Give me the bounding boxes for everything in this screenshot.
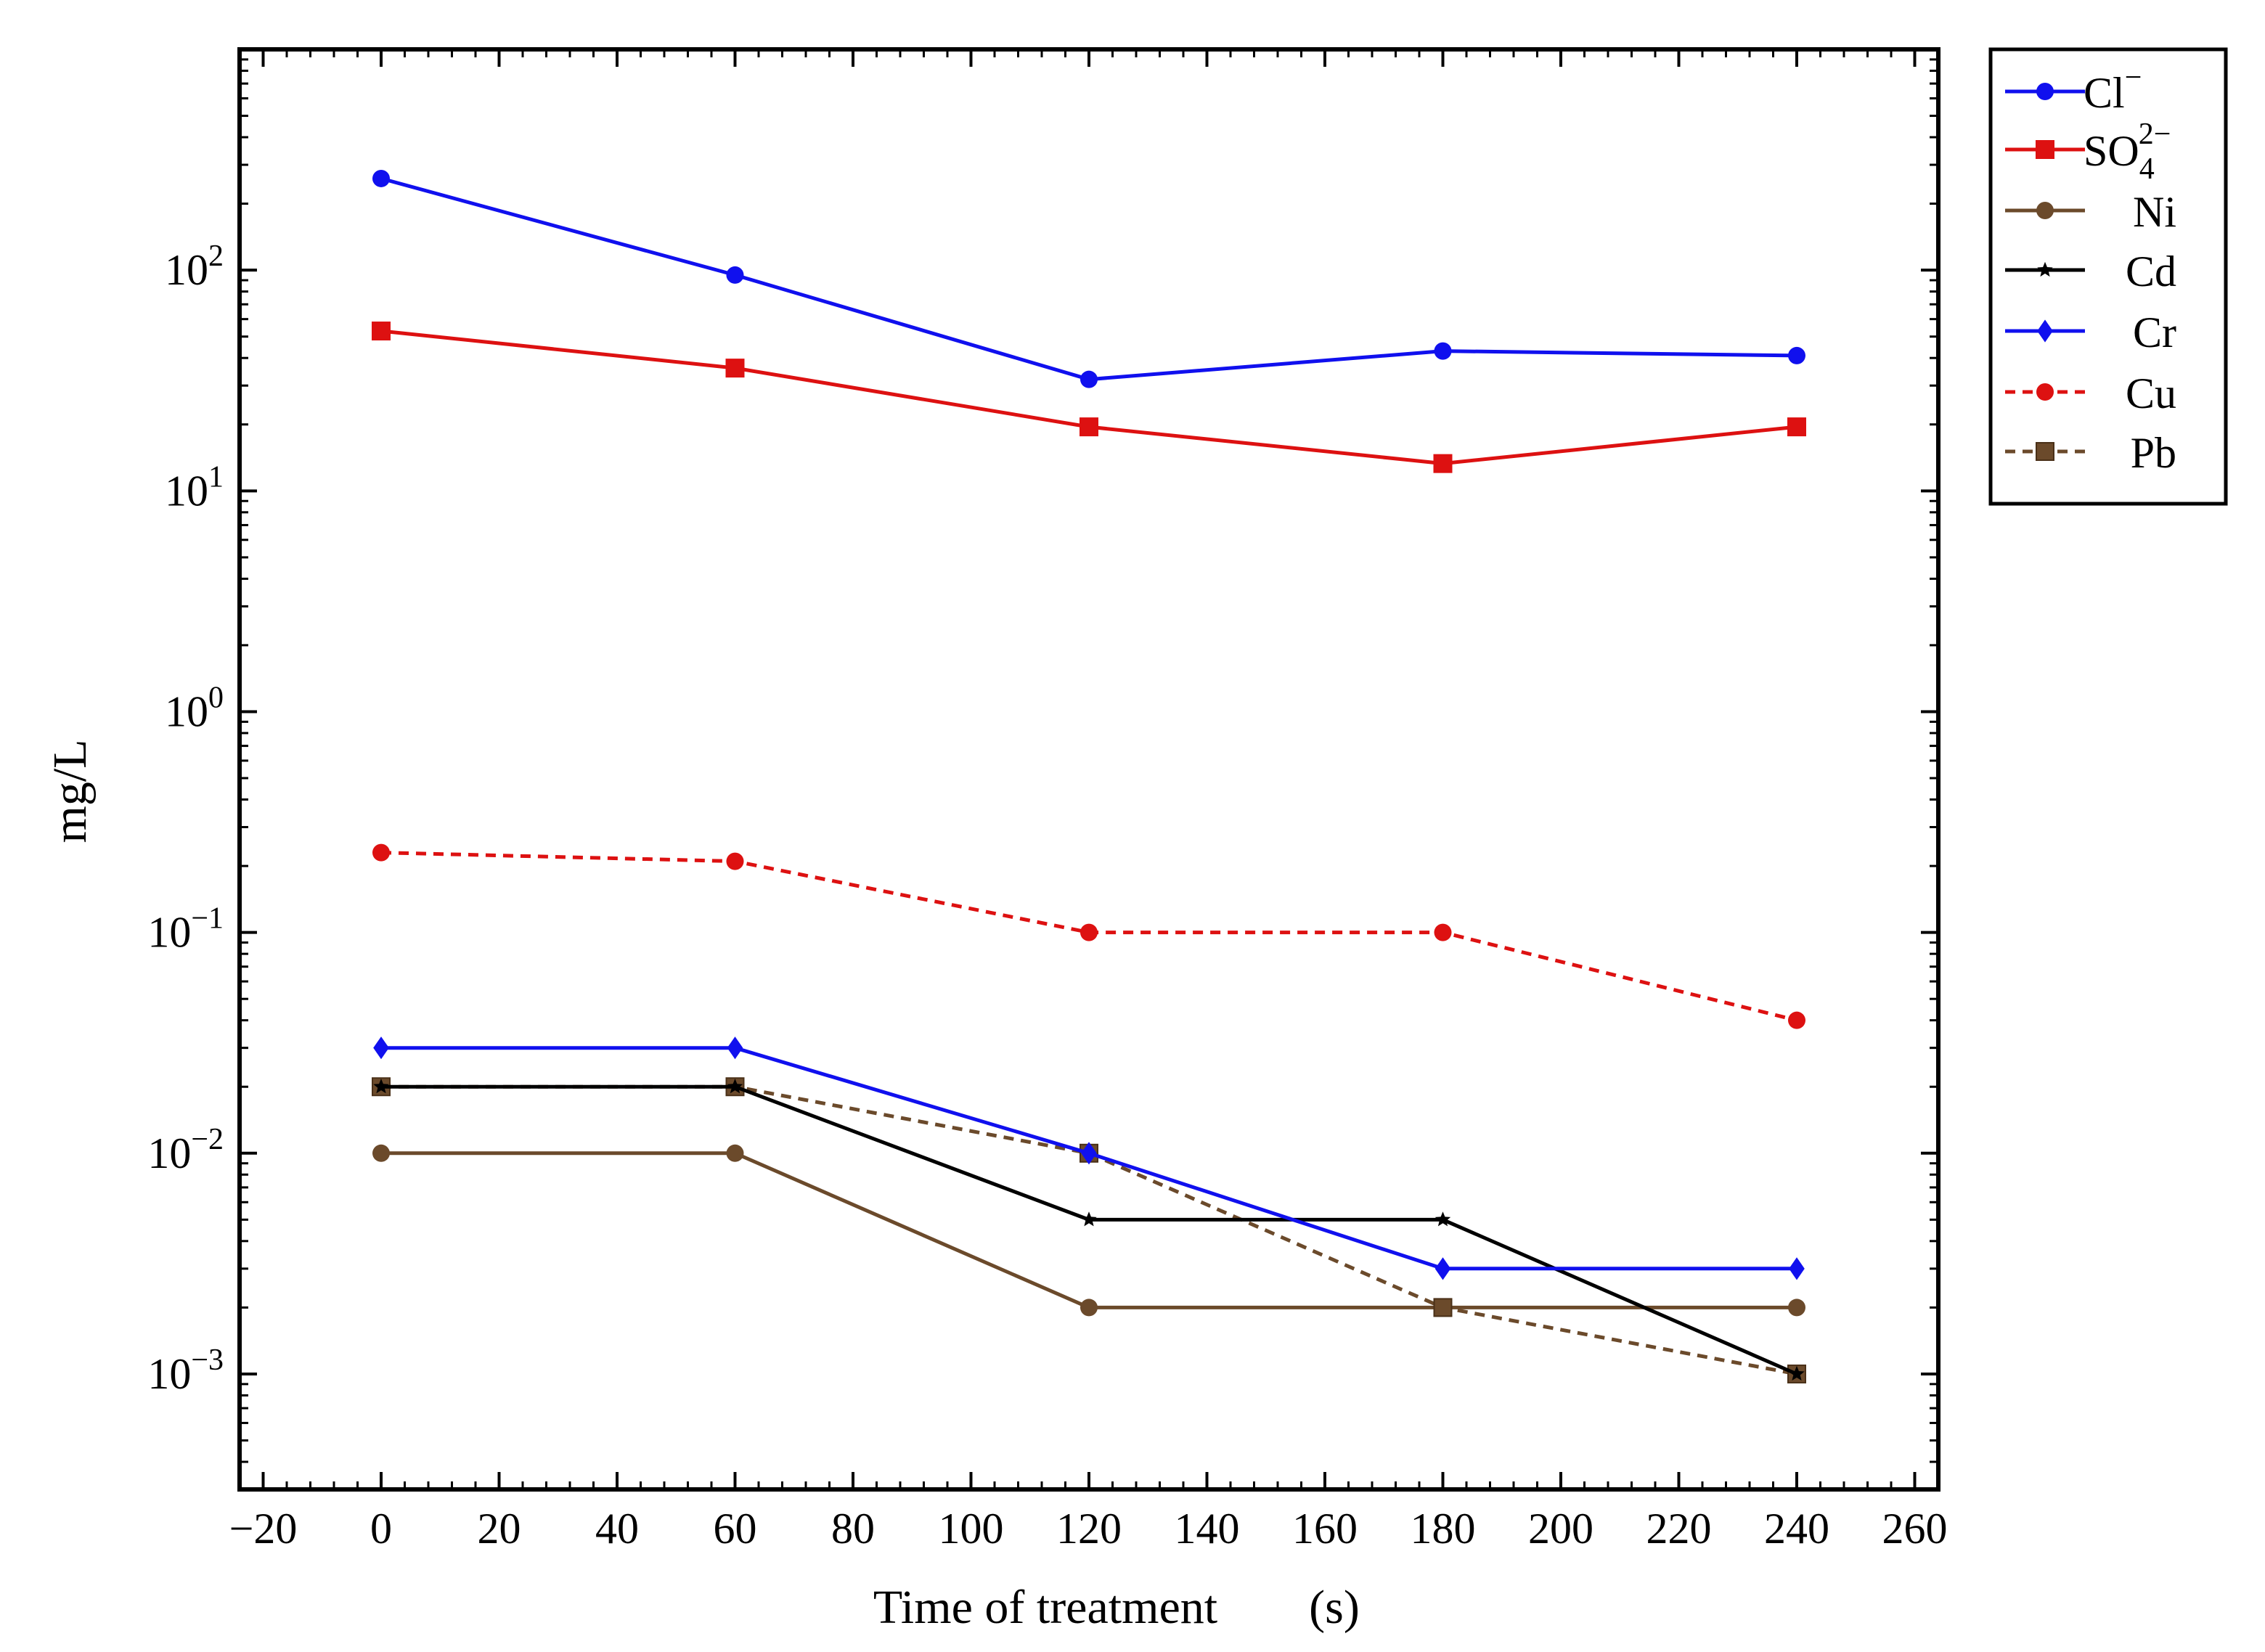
data-point-cu	[1788, 1011, 1805, 1029]
y-tick-label: 102	[165, 240, 224, 294]
legend-marker-cr	[2037, 319, 2053, 343]
legend-marker-cd	[2037, 261, 2053, 277]
legend-entry-cu: Cu	[2005, 369, 2176, 417]
series-line-cl	[380, 176, 1797, 382]
data-point-cl	[1434, 342, 1452, 360]
legend-marker-cl	[2036, 83, 2054, 100]
legend-entry-cl: Cl−	[2005, 61, 2142, 117]
data-point-cd	[1081, 1211, 1097, 1227]
x-tick-label: 260	[1882, 1505, 1948, 1553]
x-tick-label: 60	[714, 1505, 757, 1553]
data-point-pb	[1433, 1298, 1453, 1317]
series-line-pb	[381, 1084, 1797, 1376]
data-point-so4	[1433, 454, 1453, 473]
x-tick-label: 200	[1528, 1505, 1593, 1553]
legend-marker-cu	[2036, 383, 2054, 401]
y-tick-label: 10−2	[147, 1123, 224, 1177]
series-cl	[372, 169, 1805, 388]
data-point-ni	[372, 1144, 390, 1162]
data-point-so4	[372, 322, 391, 341]
data-point-ni	[1788, 1299, 1805, 1317]
data-point-cu	[1080, 923, 1098, 941]
legend-entry-so4: SO42−	[2005, 118, 2171, 186]
series-layer	[372, 169, 1806, 1383]
data-point-cl	[372, 169, 390, 187]
x-tick-label: 0	[370, 1505, 392, 1553]
y-tick-labels: 102 101 100 10−1 10−2 10−3	[147, 240, 224, 1398]
legend-entry-cd: Cd	[2005, 248, 2176, 295]
data-point-so4	[725, 359, 745, 378]
x-tick-label: 100	[939, 1505, 1004, 1553]
x-tick-label: 40	[595, 1505, 639, 1553]
data-point-cd	[727, 1079, 743, 1094]
legend-marker-so4	[2036, 140, 2054, 159]
data-point-so4	[1080, 417, 1098, 437]
data-point-cr	[373, 1036, 389, 1060]
data-point-cu	[372, 843, 390, 862]
series-line-so4	[380, 329, 1797, 466]
legend-label-cu: Cu	[2126, 369, 2176, 417]
axis-ticks	[238, 49, 1940, 1491]
data-point-cr	[727, 1036, 743, 1060]
data-point-cl	[726, 266, 744, 284]
data-point-cd	[1789, 1365, 1805, 1381]
series-cu	[372, 843, 1805, 1029]
data-point-cu	[726, 852, 744, 870]
x-tick-label: 80	[831, 1505, 875, 1553]
x-tick-label: 220	[1646, 1505, 1712, 1553]
y-tick-label: 101	[165, 460, 224, 515]
x-tick-label: −20	[229, 1505, 298, 1553]
x-tick-label: 140	[1175, 1505, 1240, 1553]
series-cd	[373, 1079, 1805, 1381]
legend-marker-pb	[2036, 442, 2054, 461]
data-point-ni	[1080, 1299, 1098, 1317]
legend-box	[1988, 47, 2228, 506]
data-point-cr	[1789, 1257, 1805, 1280]
y-tick-label: 10−3	[147, 1344, 224, 1398]
legend-label-cl: Cl−	[2084, 61, 2142, 117]
legend: Cl−SO42−Ni Cd Cr Cu Pb	[1988, 47, 2228, 506]
data-point-cl	[1788, 346, 1805, 364]
data-point-cd	[373, 1079, 389, 1094]
data-point-cr	[1434, 1257, 1451, 1280]
x-tick-label: 240	[1764, 1505, 1829, 1553]
data-point-cu	[1434, 923, 1452, 941]
legend-label-cr: Cr	[2133, 308, 2176, 356]
x-tick-label: 160	[1292, 1505, 1358, 1553]
series-line-cd	[381, 1084, 1797, 1376]
data-point-so4	[1787, 417, 1806, 437]
x-tick-labels: −20 0 20 40 60 80 100 120 140 160 180 200 220 240 260	[229, 1505, 1948, 1553]
legend-marker-ni	[2036, 202, 2054, 219]
legend-label-pb: Pb	[2131, 429, 2176, 477]
y-axis-title: mg/L	[44, 740, 97, 843]
legend-label-ni: Ni	[2133, 188, 2176, 236]
series-pb	[372, 1077, 1806, 1383]
y-tick-label: 100	[165, 681, 224, 735]
data-point-cr	[1081, 1142, 1097, 1165]
series-so4	[372, 322, 1806, 473]
series-cr	[373, 1036, 1805, 1280]
data-point-ni	[726, 1144, 744, 1162]
y-tick-label: 10−1	[147, 902, 224, 957]
series-line-ni	[381, 1151, 1797, 1309]
x-tick-label: 180	[1411, 1505, 1476, 1553]
x-tick-label: 120	[1056, 1505, 1122, 1553]
x-axis-unit: (s)	[1309, 1581, 1360, 1634]
legend-entry-ni: Ni	[2005, 188, 2176, 236]
legend-label-so4: SO42−	[2084, 118, 2171, 186]
legend-entry-cr: Cr	[2005, 308, 2176, 356]
x-axis-title: Time of treatment	[873, 1581, 1217, 1634]
plot-frame	[237, 47, 1940, 1492]
data-point-cl	[1080, 370, 1098, 388]
data-point-cd	[1434, 1211, 1451, 1227]
series-ni	[372, 1144, 1805, 1317]
legend-entry-pb: Pb	[2005, 429, 2176, 477]
legend-label-cd: Cd	[2126, 248, 2176, 295]
x-tick-label: 20	[478, 1505, 521, 1553]
